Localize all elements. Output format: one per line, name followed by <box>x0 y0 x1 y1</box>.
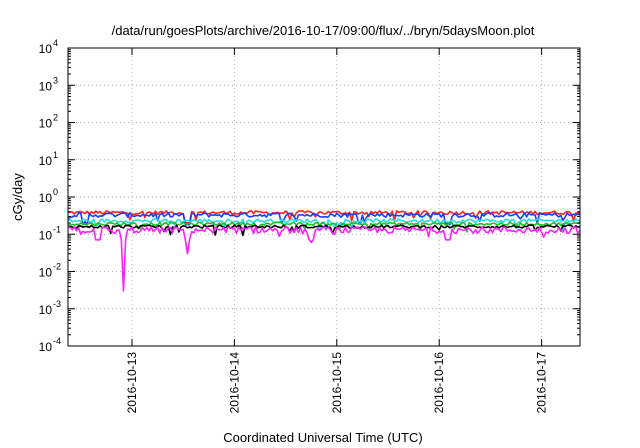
series-line-1 <box>67 210 581 224</box>
series-line-3 <box>67 218 581 231</box>
y-tick-label: 10 <box>39 303 53 317</box>
series-line-4 <box>67 221 581 233</box>
y-tick-exponent: 4 <box>53 38 58 48</box>
y-axis-label: cGy/day <box>10 173 25 221</box>
series-line-6 <box>68 225 581 292</box>
y-tick-exponent: -4 <box>53 336 61 346</box>
y-tick-label: 10 <box>39 154 53 168</box>
y-tick-label: 10 <box>39 340 53 354</box>
y-tick-exponent: 0 <box>53 187 58 197</box>
y-tick-label: 10 <box>39 266 53 280</box>
y-tick-exponent: -3 <box>53 299 61 309</box>
y-tick-label: 10 <box>39 79 53 93</box>
chart-title: /data/run/goesPlots/archive/2016-10-17/0… <box>112 23 535 38</box>
x-tick-label: 2016-10-17 <box>535 352 549 414</box>
x-tick-label: 2016-10-15 <box>330 352 344 414</box>
y-tick-label: 10 <box>39 117 53 131</box>
x-axis-label: Coordinated Universal Time (UTC) <box>223 430 422 445</box>
x-tick-label: 2016-10-13 <box>125 352 139 414</box>
series-line-2 <box>67 211 581 226</box>
series-lines <box>67 210 581 292</box>
y-tick-exponent: 1 <box>53 150 58 160</box>
grid <box>68 48 580 346</box>
y-tick-label: 10 <box>39 42 53 56</box>
y-tick-label: 10 <box>39 228 53 242</box>
y-tick-exponent: -1 <box>53 224 61 234</box>
y-tick-exponent: 3 <box>53 75 58 85</box>
x-tick-label: 2016-10-14 <box>227 352 241 414</box>
y-tick-label: 10 <box>39 191 53 205</box>
y-tick-exponent: -2 <box>53 262 61 272</box>
x-tick-label: 2016-10-16 <box>432 352 446 414</box>
y-tick-exponent: 2 <box>53 113 58 123</box>
